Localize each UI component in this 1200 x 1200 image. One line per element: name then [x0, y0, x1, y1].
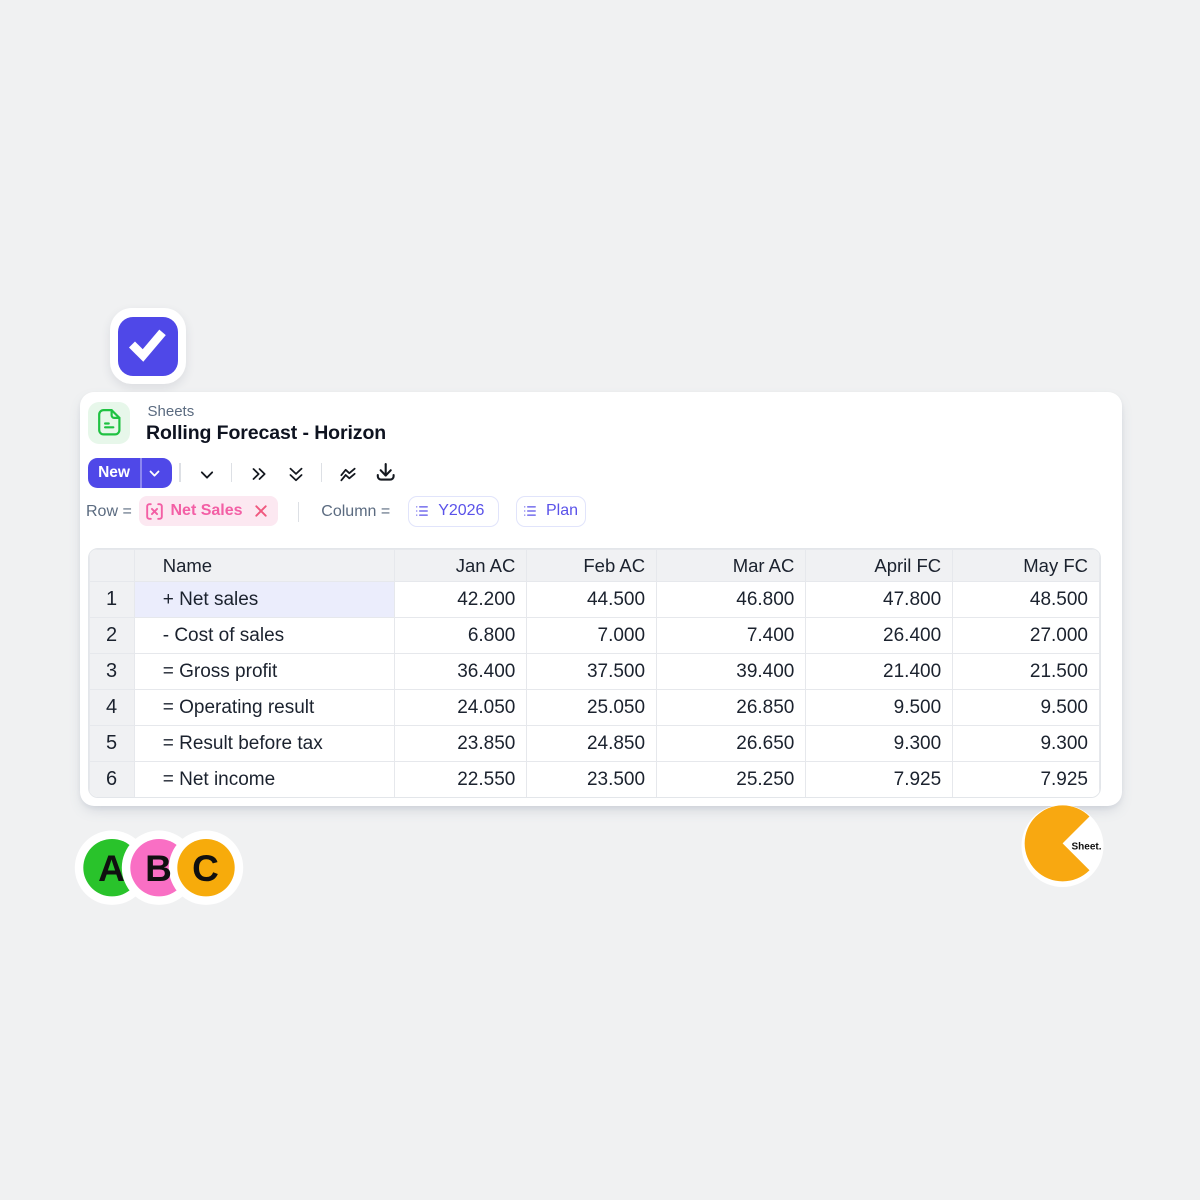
svg-text:C: C: [192, 848, 219, 889]
svg-text:A: A: [98, 848, 125, 889]
svg-text:B: B: [145, 848, 172, 889]
svg-text:Sheet.: Sheet.: [1072, 842, 1102, 853]
